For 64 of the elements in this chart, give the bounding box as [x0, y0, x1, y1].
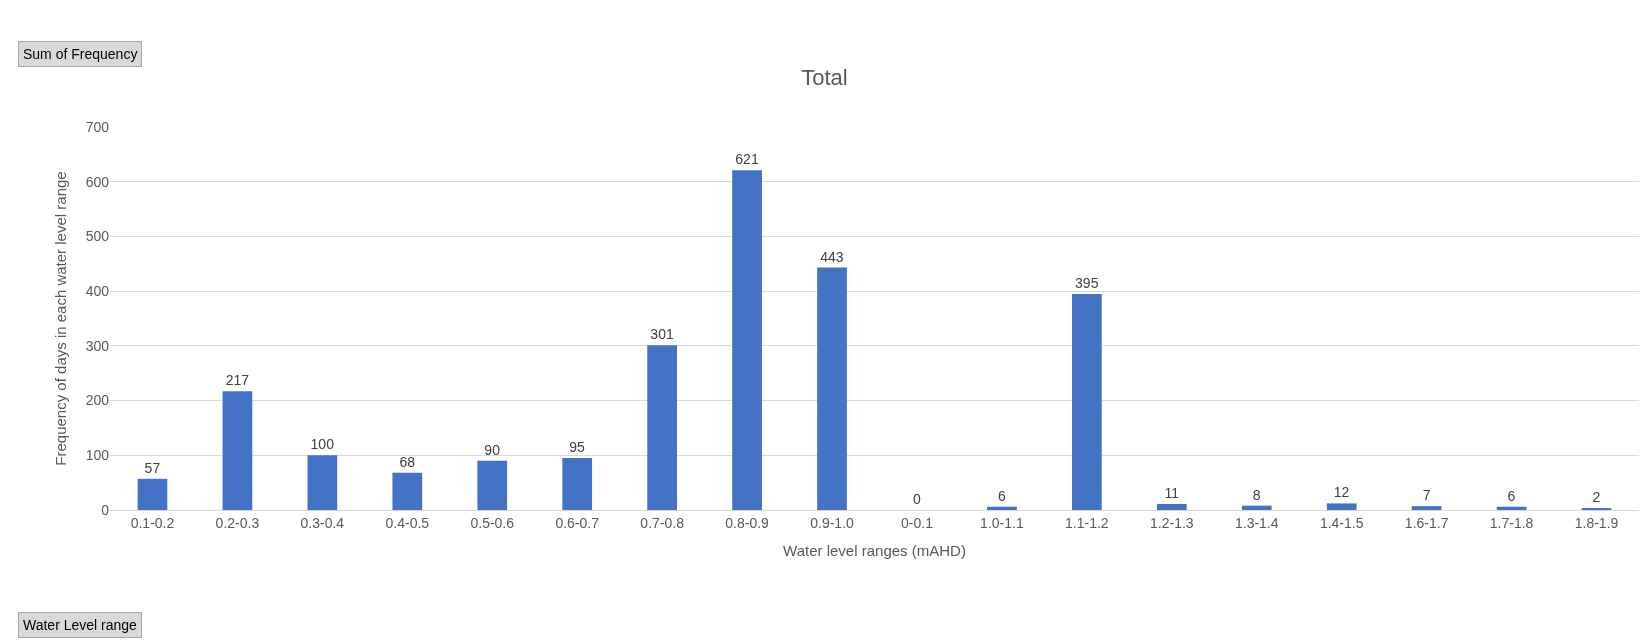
data-label: 12: [1333, 484, 1350, 501]
data-label: 395: [1075, 274, 1099, 291]
x-tick-label: 1.4-1.5: [1319, 514, 1364, 531]
y-tick-label: 100: [85, 447, 110, 464]
data-label: 90: [484, 441, 501, 458]
bar: [307, 455, 338, 510]
y-tick-label: 200: [85, 392, 110, 409]
x-tick-label: 0.1-0.2: [130, 514, 175, 531]
x-tick-label: 0.5-0.6: [470, 514, 515, 531]
bar: [392, 472, 423, 510]
x-tick-label: 0.2-0.3: [215, 514, 260, 531]
bar: [1072, 293, 1102, 510]
bar: [1156, 503, 1187, 510]
bar: [477, 460, 508, 510]
x-tick-label: 1.7-1.8: [1489, 514, 1534, 531]
data-label: 301: [650, 326, 674, 343]
y-axis-title: Frequency of days in each water level range: [51, 171, 69, 466]
data-label: 95: [569, 439, 586, 456]
y-tick-label: 0: [101, 501, 110, 518]
y-tick-label: 300: [85, 337, 110, 354]
bar: [1411, 506, 1442, 510]
x-tick-label: 1.8-1.9: [1574, 514, 1619, 531]
bar: [222, 391, 253, 510]
x-tick-label: 1.0-1.1: [980, 514, 1024, 531]
data-label: 68: [399, 453, 416, 470]
data-label: 11: [1164, 484, 1180, 501]
x-tick-label: 1.1-1.2: [1065, 514, 1109, 531]
x-axis-title: Water level ranges (mAHD): [783, 541, 966, 559]
bar: [647, 345, 677, 510]
x-tick-label: 1.6-1.7: [1404, 514, 1449, 531]
y-tick-label: 500: [85, 228, 110, 245]
bar: [817, 267, 847, 510]
data-label: 443: [820, 248, 844, 265]
bar: [987, 506, 1017, 510]
text: Sum of Frequency: [23, 46, 138, 62]
bar: [137, 478, 168, 510]
x-tick-label: 0-0.1: [901, 514, 934, 531]
data-label: 2: [1592, 489, 1601, 505]
data-label: 6: [997, 487, 1006, 504]
x-tick-label: 0.6-0.7: [555, 514, 600, 531]
y-tick-label: 700: [85, 118, 110, 135]
y-tick-label: 600: [85, 173, 110, 190]
x-tick-label: 0.4-0.5: [385, 514, 430, 531]
y-tick-label: 400: [85, 283, 110, 300]
data-label: 6: [1507, 487, 1516, 504]
data-label: 217: [225, 372, 250, 389]
bar: [1241, 505, 1272, 510]
bar: [732, 170, 762, 510]
bar: [1326, 503, 1357, 510]
data-label: 57: [144, 459, 161, 476]
x-tick-label: 0.3-0.4: [300, 514, 345, 531]
data-label: 621: [735, 151, 759, 168]
data-label: 100: [310, 436, 335, 453]
text: Water Level range: [23, 617, 138, 633]
x-tick-label: 0.9-1.0: [810, 514, 855, 531]
x-tick-label: 1.2-1.3: [1150, 514, 1194, 531]
chart-title: Total: [801, 64, 848, 90]
x-tick-label: 1.3-1.4: [1234, 514, 1279, 531]
data-label: 7: [1422, 487, 1431, 504]
x-tick-label: 0.8-0.9: [725, 514, 770, 531]
bar: [562, 458, 593, 510]
x-tick-label: 0.7-0.8: [640, 514, 685, 531]
data-label: 0: [912, 491, 921, 507]
data-label: 8: [1252, 486, 1261, 503]
